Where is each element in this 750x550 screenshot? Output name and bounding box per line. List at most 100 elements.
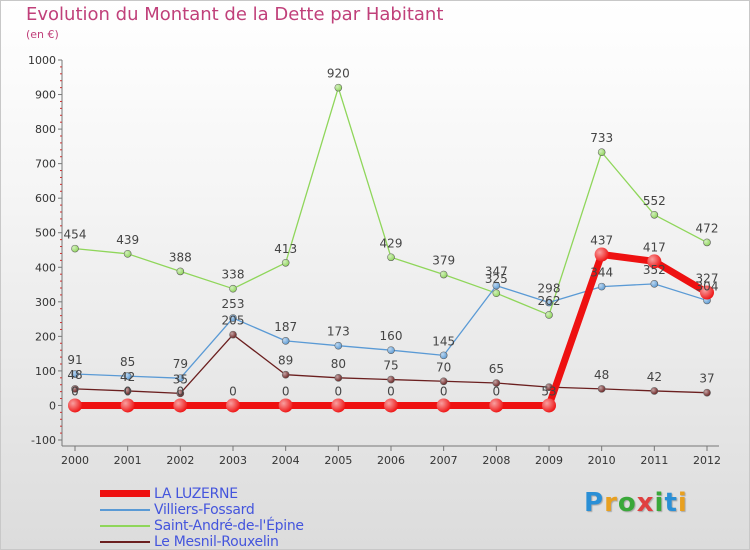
data-label: 413 — [274, 242, 297, 256]
x-tick-label: 2007 — [430, 454, 458, 467]
data-label: 253 — [222, 297, 245, 311]
chart-title: Evolution du Montant de la Dette par Hab… — [26, 4, 444, 25]
data-label: 379 — [432, 254, 455, 268]
point-highlight — [71, 385, 79, 393]
x-tick-label: 2010 — [588, 454, 616, 467]
point-highlight — [650, 211, 658, 219]
data-label: 417 — [643, 240, 666, 254]
point-highlight — [598, 385, 606, 393]
point-highlight — [545, 311, 553, 319]
point-highlight — [229, 331, 237, 339]
point-highlight — [71, 245, 79, 253]
legend-swatch — [100, 509, 150, 511]
data-label: 298 — [538, 282, 561, 296]
point-highlight — [545, 383, 553, 391]
point-highlight — [120, 398, 135, 413]
y-tick-label: 0 — [49, 399, 56, 412]
y-tick-label: 200 — [35, 330, 56, 343]
y-tick-label: 400 — [35, 261, 56, 274]
point-highlight — [545, 299, 553, 307]
point-highlight — [440, 271, 448, 279]
proxiti-logo: Proxiti — [584, 488, 688, 518]
data-label: 91 — [67, 353, 82, 367]
data-label: 552 — [643, 194, 666, 208]
x-tick-label: 2000 — [61, 454, 89, 467]
x-tick-label: 2008 — [482, 454, 510, 467]
logo-letter: P — [584, 488, 605, 518]
data-label: 0 — [124, 384, 132, 398]
point-highlight — [173, 398, 188, 413]
point-highlight — [226, 398, 240, 413]
data-label: 327 — [696, 271, 719, 285]
legend-label: Saint-André-de-l'Épine — [154, 518, 304, 534]
data-label: 0 — [229, 384, 237, 398]
data-label: 0 — [335, 384, 343, 398]
data-label: 35 — [173, 372, 188, 386]
x-tick-label: 2006 — [377, 454, 405, 467]
data-label: 920 — [327, 67, 350, 81]
data-label: 48 — [67, 368, 82, 382]
data-label: 70 — [436, 360, 451, 374]
data-label: 85 — [120, 355, 135, 369]
point-highlight — [384, 398, 398, 413]
data-label: 160 — [380, 329, 403, 343]
data-label: 0 — [71, 384, 79, 398]
x-tick-label: 2012 — [693, 454, 721, 467]
point-highlight — [650, 387, 658, 395]
data-label: 437 — [590, 233, 613, 247]
legend-swatch — [100, 541, 150, 543]
point-highlight — [282, 259, 290, 267]
point-highlight — [492, 289, 500, 297]
data-label: 344 — [590, 266, 613, 280]
point-highlight — [492, 379, 500, 387]
y-tick-label: 500 — [35, 227, 56, 240]
data-label: 472 — [696, 221, 719, 235]
data-label: 53 — [541, 384, 556, 398]
point-highlight — [700, 285, 714, 300]
data-label: 42 — [647, 370, 662, 384]
logo-letter: i — [654, 488, 665, 518]
data-label: 338 — [222, 268, 245, 282]
x-tick-label: 2011 — [640, 454, 668, 467]
data-label: 262 — [538, 294, 561, 308]
point-highlight — [703, 238, 711, 246]
legend-swatch — [100, 525, 150, 527]
point-highlight — [542, 398, 556, 413]
point-highlight — [387, 376, 395, 384]
y-tick-label: -100 — [31, 434, 56, 447]
data-label: 388 — [169, 250, 192, 264]
logo-letter: r — [604, 488, 618, 518]
data-label: 304 — [696, 279, 719, 293]
point-highlight — [176, 374, 184, 382]
point-highlight — [387, 253, 395, 261]
point-highlight — [489, 398, 504, 413]
point-highlight — [387, 346, 395, 354]
point-highlight — [703, 389, 711, 397]
y-tick-label: 600 — [35, 192, 56, 205]
y-tick-label: 700 — [35, 158, 56, 171]
point-highlight — [440, 377, 448, 385]
plot-area — [68, 83, 714, 413]
point-highlight — [436, 398, 451, 413]
legend-label: Villiers-Fossard — [154, 502, 255, 518]
x-tick-label: 2009 — [535, 454, 563, 467]
x-tick-label: 2004 — [272, 454, 300, 467]
legend-label: Le Mesnil-Rouxelin — [154, 534, 279, 550]
point-highlight — [492, 282, 500, 290]
point-highlight — [124, 387, 132, 395]
x-tick-label: 2001 — [114, 454, 142, 467]
point-highlight — [650, 280, 658, 288]
y-tick-label: 100 — [35, 365, 56, 378]
point-highlight — [334, 84, 342, 92]
data-label: 145 — [432, 334, 455, 348]
data-label: 352 — [643, 263, 666, 277]
point-highlight — [647, 254, 662, 269]
logo-letter: i — [677, 488, 688, 518]
point-highlight — [176, 389, 184, 397]
y-tick-label: 800 — [35, 123, 56, 136]
point-highlight — [71, 370, 79, 378]
x-tick-label: 2002 — [166, 454, 194, 467]
x-tick-label: 2003 — [219, 454, 247, 467]
data-label: 42 — [120, 370, 135, 384]
point-highlight — [124, 372, 132, 380]
